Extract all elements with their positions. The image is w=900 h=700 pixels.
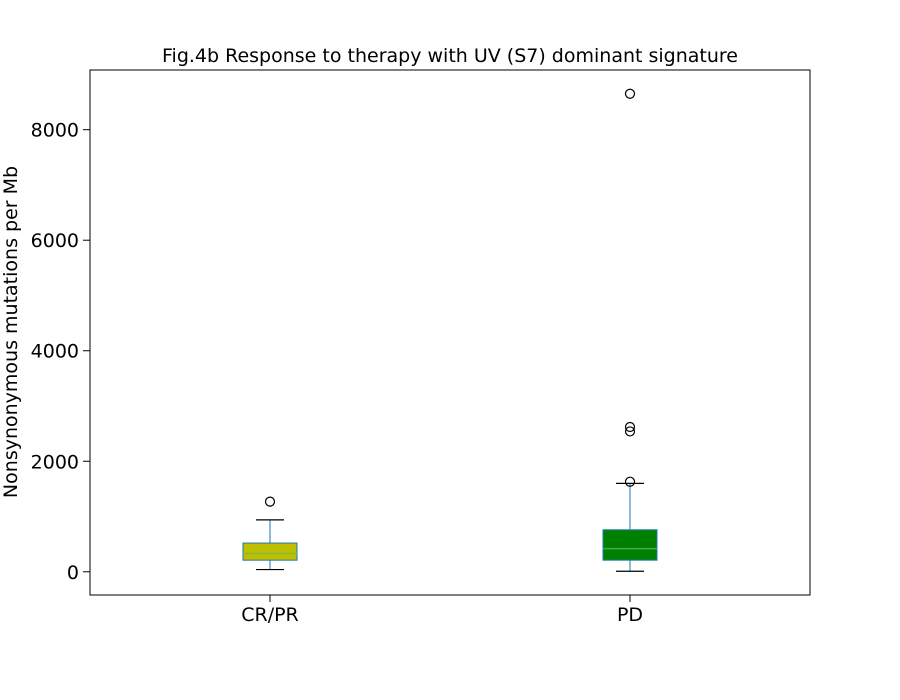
- x-tick-label: CR/PR: [241, 604, 299, 626]
- outlier-point: [624, 426, 636, 437]
- y-tick-label: 0: [67, 562, 79, 584]
- iqr-box: [602, 529, 658, 561]
- axes-frame: [89, 69, 811, 596]
- outlier-point: [624, 88, 636, 99]
- box-group: [602, 88, 658, 572]
- y-tick-label: 8000: [31, 120, 79, 142]
- x-tick-label: PD: [617, 604, 643, 626]
- axes-background: [90, 70, 810, 595]
- y-axis-ticks: 0 2000 4000 6000 8000: [31, 120, 90, 584]
- plot-area: [90, 70, 810, 595]
- y-axis-label: Nonsynonymous mutations per Mb: [0, 166, 22, 498]
- outlier-point: [264, 496, 276, 507]
- outlier-point: [624, 421, 636, 433]
- y-tick-label: 4000: [31, 341, 79, 363]
- boxes: [242, 88, 658, 572]
- y-tick-label: 6000: [31, 230, 79, 252]
- box-group: [242, 496, 298, 571]
- x-axis-ticks: CR/PR PD: [241, 595, 643, 626]
- y-tick-label: 2000: [31, 451, 79, 473]
- chart-title: Fig.4b Response to therapy with UV (S7) …: [162, 45, 738, 67]
- outlier-point: [624, 476, 636, 487]
- iqr-box: [242, 542, 298, 561]
